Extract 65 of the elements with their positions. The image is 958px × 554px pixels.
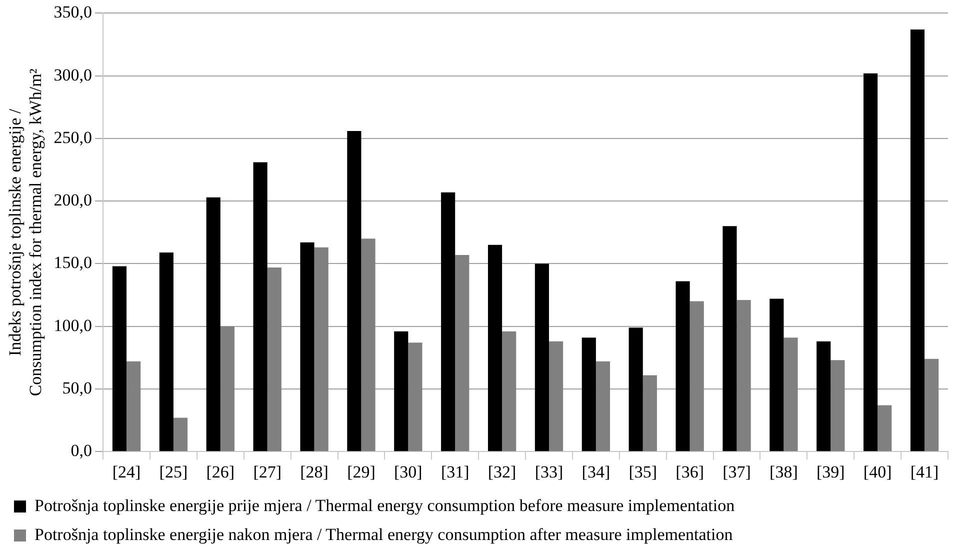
- bar: [736, 300, 751, 452]
- x-tick-label: [26]: [206, 462, 235, 482]
- x-tick-label: [29]: [347, 462, 376, 482]
- y-tick-label: 250,0: [54, 128, 92, 147]
- bar: [314, 247, 328, 452]
- x-tick-label: [36]: [676, 462, 704, 482]
- bar: [347, 130, 362, 452]
- y-axis-title: Indeks potrošnje toplinske energije / Consumption index for thermal energy, kWh/m²: [6, 68, 46, 396]
- bar: [910, 29, 925, 452]
- x-tick-label: [32]: [488, 462, 516, 482]
- y-tick-label: 300,0: [54, 65, 92, 84]
- bar: [784, 338, 798, 452]
- bar: [159, 252, 174, 452]
- bar: [220, 326, 234, 452]
- bar: [267, 267, 282, 452]
- legend-label: Potrošnja toplinske energije nakon mjera / Thermal energy consumption after measure implementation: [34, 524, 734, 544]
- bar: [628, 328, 643, 452]
- x-tick-label: [38]: [770, 462, 798, 482]
- bar: [864, 73, 878, 452]
- x-tick-label: [33]: [534, 462, 564, 482]
- legend-label: Potrošnja toplinske energije prije mjera / Thermal energy consumption before measure implementation: [34, 496, 736, 515]
- bar: [206, 197, 220, 452]
- y-tick-label: 50,0: [62, 378, 92, 398]
- x-tick-label: [24]: [112, 462, 141, 482]
- bar: [455, 254, 470, 452]
- x-tick-label: [27]: [253, 462, 282, 482]
- bar: [690, 301, 704, 452]
- bar: [300, 242, 314, 452]
- y-tick-label: 200,0: [54, 190, 92, 210]
- x-tick-label: [39]: [816, 462, 845, 482]
- x-tick-label: [30]: [394, 462, 422, 482]
- x-tick-label: [35]: [628, 462, 658, 482]
- bar: [878, 405, 892, 452]
- bar: [924, 358, 939, 452]
- bar: [361, 238, 376, 452]
- bar: [722, 226, 737, 452]
- bar: [253, 162, 268, 452]
- y-tick-label: 0,0: [70, 441, 92, 460]
- bar: [408, 342, 422, 452]
- bar: [676, 281, 690, 452]
- y-tick-label: 350,0: [54, 2, 92, 22]
- bar: [112, 266, 127, 452]
- bar: [488, 244, 502, 452]
- bar: [830, 360, 845, 452]
- bar: [394, 331, 408, 452]
- x-tick-label: [37]: [722, 462, 751, 482]
- bar: [173, 418, 188, 452]
- x-tick-label: [34]: [582, 462, 610, 482]
- bar: [642, 375, 657, 452]
- x-tick-label: [41]: [910, 462, 939, 482]
- x-tick-label: [28]: [300, 462, 328, 482]
- bar: [441, 192, 456, 452]
- bar: [596, 361, 610, 452]
- bar: [534, 264, 549, 452]
- x-tick-label: [40]: [863, 462, 892, 482]
- bar: [770, 298, 784, 452]
- bar: [582, 338, 596, 452]
- y-tick-label: 100,0: [54, 316, 92, 335]
- x-tick-label: [25]: [159, 462, 188, 482]
- bar: [816, 341, 831, 452]
- y-tick-label: 150,0: [54, 253, 92, 272]
- bar: [126, 361, 141, 452]
- x-tick-label: [31]: [440, 462, 470, 482]
- bar: [548, 341, 564, 452]
- bar: [502, 331, 516, 452]
